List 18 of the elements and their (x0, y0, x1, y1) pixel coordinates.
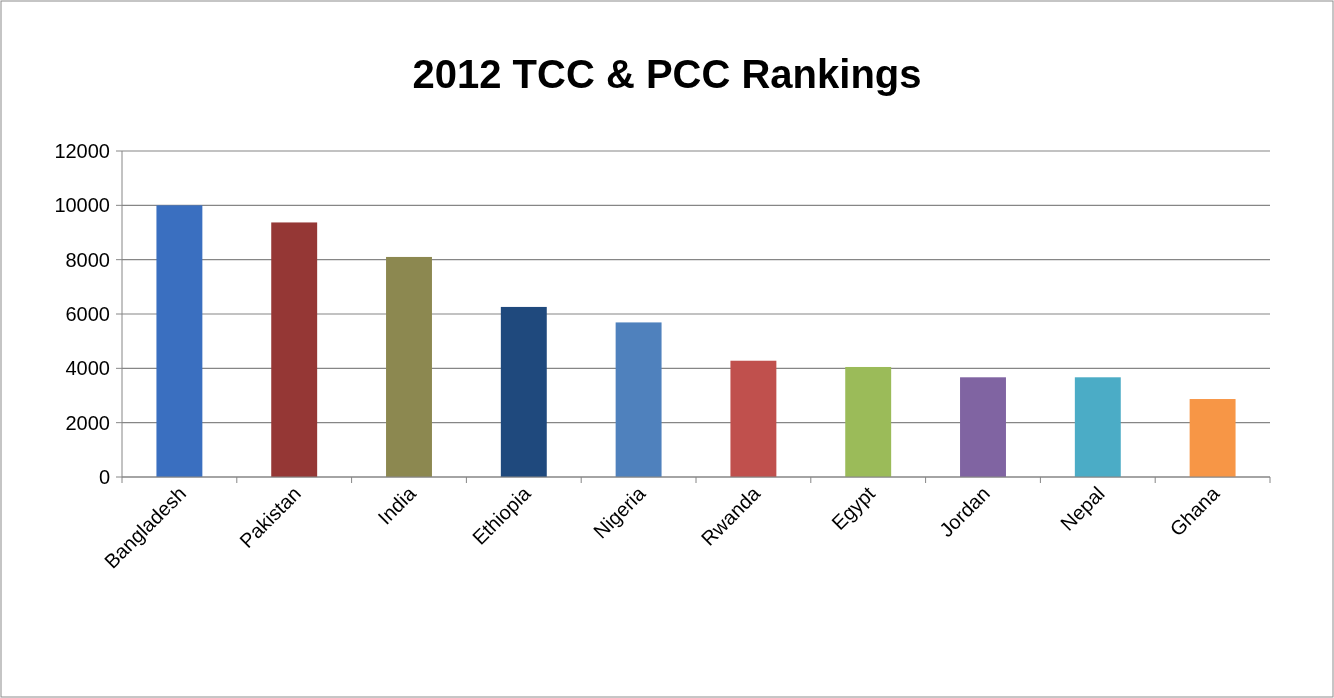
bar (156, 205, 203, 477)
bar (960, 377, 1006, 477)
bar (1189, 399, 1236, 477)
y-tick-label: 6000 (65, 303, 110, 325)
bar (500, 306, 547, 477)
chart-title: 2012 TCC & PCC Rankings (412, 52, 922, 96)
bar (845, 366, 892, 477)
y-tick-label: 4000 (65, 357, 110, 380)
y-tick-label: 12000 (54, 140, 110, 162)
y-tick-label: 10000 (54, 194, 110, 217)
bar (730, 360, 777, 477)
y-tick-label: 2000 (65, 411, 110, 434)
bar (1074, 377, 1121, 477)
bar (615, 322, 662, 477)
y-tick-label: 0 (98, 466, 110, 488)
bar (386, 256, 432, 477)
y-tick-label: 8000 (65, 248, 110, 271)
bar (271, 222, 318, 477)
